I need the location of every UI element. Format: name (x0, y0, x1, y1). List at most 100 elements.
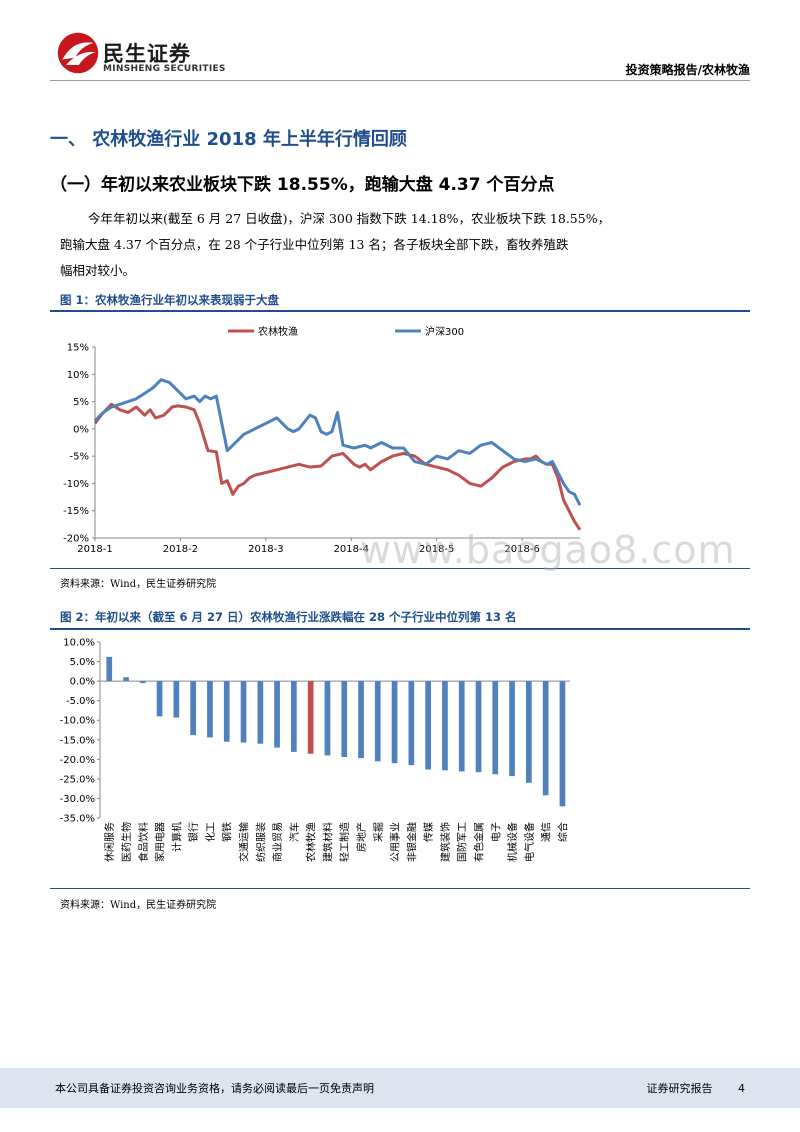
bar (492, 681, 499, 775)
figure1-source: 资料来源：Wind，民生证券研究院 (60, 579, 217, 590)
x-tick-label: 轻工制造 (338, 822, 351, 862)
footer-label: 证券研究报告 (646, 1082, 713, 1095)
x-tick-label: 医药生物 (120, 822, 133, 862)
section-title: 一、 农林牧渔行业 2018 年上半年行情回顾 (50, 129, 407, 150)
x-tick-label: 2018-5 (419, 544, 454, 555)
bar (408, 681, 415, 766)
report-tag: 投资策略报告/农林牧渔 (625, 63, 750, 77)
y-tick-label: -5.0% (66, 696, 95, 707)
y-tick-label: -20% (63, 534, 89, 545)
x-tick-label: 国防军工 (456, 822, 469, 862)
minsheng-logo-icon (57, 32, 99, 74)
logo-subtitle: MINSHENG SECURITIES (103, 64, 226, 74)
x-tick-label: 电气设备 (523, 822, 536, 862)
bar (156, 681, 163, 717)
y-tick-label: -10.0% (60, 716, 95, 727)
x-tick-label: 交通运输 (238, 822, 251, 862)
x-tick-label: 化工 (204, 822, 217, 842)
x-tick-label: 2018-4 (334, 544, 369, 555)
bar (341, 681, 348, 757)
bar (559, 681, 566, 807)
y-tick-label: 0.0% (70, 677, 95, 688)
bar (458, 681, 465, 772)
x-tick-label: 银行 (187, 822, 200, 842)
bar (425, 681, 431, 770)
bar (374, 681, 381, 762)
y-tick-label: -35.0% (60, 814, 95, 825)
bar (123, 677, 129, 682)
x-tick-label: 家用电器 (154, 822, 167, 862)
figure2-bottom-rule (50, 888, 750, 889)
x-tick-label: 商业贸易 (271, 822, 284, 862)
bar (223, 681, 230, 742)
x-tick-label: 房地产 (355, 822, 368, 852)
y-tick-label: 15% (67, 343, 89, 354)
bar (274, 681, 280, 748)
bar (542, 681, 549, 796)
paragraph-line: 跑输大盘 4.37 个百分点，在 28 个子行业中位列第 13 名；各子板块全部… (60, 237, 569, 252)
y-tick-label: 10.0% (63, 638, 95, 649)
y-tick-label: 0% (73, 424, 89, 435)
logo-name: 民生证券 (103, 42, 191, 66)
x-tick-label: 2018-3 (248, 544, 283, 555)
bar (526, 681, 532, 783)
footer-right: 证券研究报告 4 (647, 1080, 746, 1096)
x-tick-label: 计算机 (170, 822, 183, 852)
watermark: www.baogao8.com (360, 528, 736, 572)
bar (391, 681, 398, 764)
y-tick-label: -15.0% (60, 735, 95, 746)
x-tick-label: 综合 (556, 822, 569, 842)
bar (307, 681, 314, 754)
x-tick-label: 通信 (541, 822, 553, 842)
bar-chart: 10.0% 5.0% 0.0% -5.0% -10.0% -15.0% -20.0% -25.… (60, 638, 570, 862)
x-tick-label: 公用事业 (389, 822, 402, 862)
x-tick-label: 纺织服装 (254, 822, 267, 862)
x-tick-label: 非银金融 (405, 822, 418, 862)
y-tick-label: -25.0% (60, 774, 95, 785)
x-tick-label: 电子 (489, 822, 502, 842)
bar (106, 656, 113, 682)
bar (324, 681, 331, 756)
legend-label: 农林牧渔 (258, 325, 298, 338)
bar (139, 681, 146, 684)
x-tick-label: 建筑材料 (321, 822, 334, 862)
bar (291, 681, 297, 752)
y-tick-label: -20.0% (60, 755, 95, 766)
y-tick-label: -10% (63, 479, 89, 490)
y-tick-label: 10% (67, 370, 89, 381)
x-tick-label: 农林牧渔 (305, 822, 318, 862)
footer-disclaimer: 本公司具备证券投资咨询业务资格，请务必阅读最后一页免责声明 (55, 1082, 374, 1095)
page-number: 4 (738, 1082, 745, 1095)
x-tick-label: 采掘 (372, 822, 385, 842)
bar (207, 681, 213, 738)
bar (257, 681, 264, 744)
x-tick-label: 建筑装饰 (439, 822, 452, 862)
body-paragraph: 今年年初以来(截至 6 月 27 日收盘)，沪深 300 指数下跌 14.18%… (60, 206, 742, 284)
footer-bar (0, 1068, 800, 1108)
bar (190, 681, 196, 736)
paragraph-line: 今年年初以来(截至 6 月 27 日收盘)，沪深 300 指数下跌 14.18%… (88, 211, 611, 226)
figure1-top-rule (50, 310, 750, 312)
bar (240, 681, 247, 743)
legend-label: 沪深300 (425, 325, 464, 338)
x-tick-label: 汽车 (288, 822, 301, 842)
bar (509, 681, 515, 777)
bar (442, 681, 448, 771)
x-tick-label: 2018-1 (77, 544, 112, 555)
y-tick-label: 5% (73, 397, 89, 408)
bar (475, 681, 482, 773)
x-tick-label: 2018-2 (163, 544, 198, 555)
y-tick-label: -30.0% (60, 794, 95, 805)
figure1-title: 图 1：农林牧渔行业年初以来表现弱于大盘 (60, 293, 280, 307)
figure2-top-rule (50, 628, 750, 630)
figure2-source: 资料来源：Wind，民生证券研究院 (60, 900, 217, 911)
x-tick-label: 休闲服务 (103, 822, 116, 862)
header-divider (50, 80, 750, 81)
series-line (93, 402, 582, 531)
section-subtitle: （一）年初以来农业板块下跌 18.55%，跑输大盘 4.37 个百分点 (50, 175, 555, 195)
y-tick-label: -5% (70, 452, 89, 463)
line-chart: 15% 10% 5% 0% -5% -10% -15% -20%2018-1 2018-2 201… (63, 325, 582, 555)
x-tick-label: 钢铁 (221, 822, 234, 842)
bar (358, 681, 364, 759)
y-tick-label: -15% (63, 506, 89, 517)
